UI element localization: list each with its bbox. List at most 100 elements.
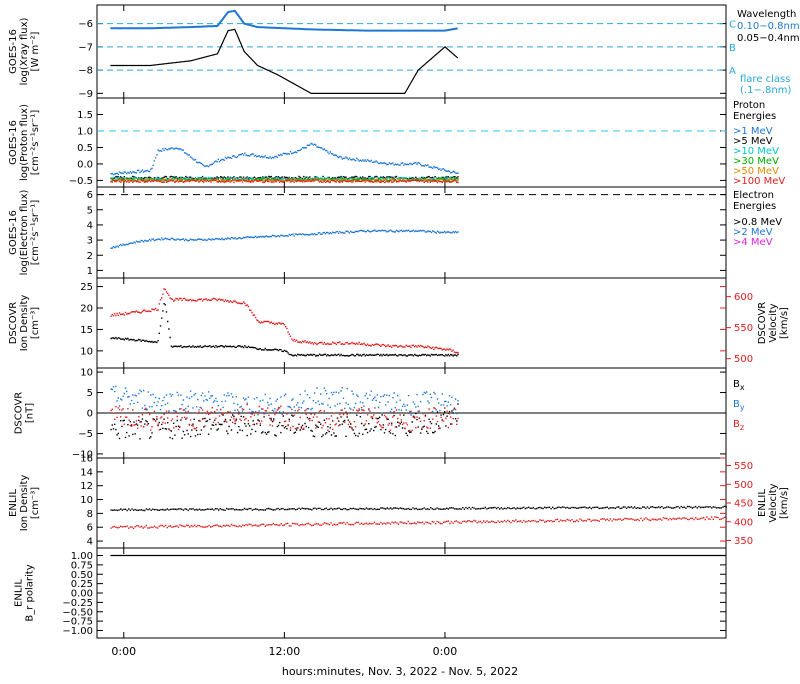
legend-entry: 0.10−0.8nm: [737, 21, 800, 32]
y-tick-label: 10: [80, 368, 93, 379]
y-tick-label: 12: [80, 481, 93, 492]
series--1-MeV: [110, 142, 459, 176]
series-points: [110, 142, 459, 176]
legend-entry: >10 MeV: [733, 146, 779, 157]
y-label-line: GOES-16: [8, 210, 19, 255]
y-tick-label: 0.5: [77, 143, 93, 154]
y-label-line: DSCOVR: [8, 302, 19, 345]
y-tick-label: 10: [80, 495, 93, 506]
y-tick-label: 0.0: [77, 159, 93, 170]
series-0-05-0-4nm: [110, 28, 459, 94]
y-tick-label-right: 500: [734, 354, 753, 365]
y-tick-label: 1.5: [77, 110, 93, 121]
y-tick-label: 8: [87, 509, 93, 520]
flare-class-label: B: [729, 43, 736, 54]
legend-entry: >30 MeV: [733, 156, 779, 167]
y-tick-label: 3: [87, 236, 93, 247]
series-Velocity: [110, 516, 727, 529]
y-label-line: log(Electron flux): [19, 190, 30, 276]
series-line: [110, 28, 459, 94]
series--100-MeV: [110, 179, 459, 184]
x-tick-label: 12:00: [269, 645, 301, 658]
y-axis-label: GOES-16 log(Electron flux) [cm⁻²s⁻¹sr⁻¹]: [8, 190, 41, 276]
y-tick-label: −10: [72, 449, 93, 460]
series-points: [110, 505, 727, 512]
y-tick-label: 10: [80, 346, 93, 357]
y-label-line: [cm⁻²s⁻¹sr⁻¹]: [30, 110, 41, 176]
y-tick-label: −9: [78, 89, 93, 100]
series-points: [110, 403, 459, 432]
y-label-line: Ion Density: [19, 295, 30, 352]
y-tick-label: −0.75: [62, 617, 93, 628]
y-axis-label: GOES-16 log(Xray flux) [W m⁻²]: [8, 18, 41, 86]
y-label-line: GOES-16: [8, 120, 19, 165]
flare-class-label: C: [729, 20, 736, 31]
y-tick-label: 0.25: [71, 579, 93, 590]
y-label-line: [cm⁻²s⁻¹sr⁻¹]: [30, 200, 41, 266]
y-tick-label: 14: [80, 467, 93, 478]
y-tick-label: 1.00: [71, 551, 93, 562]
y-tick-label: 0.50: [71, 570, 93, 581]
y-label-line: [cm⁻³]: [30, 307, 41, 339]
series--2-MeV: [110, 229, 459, 249]
y-tick-label: 5: [87, 388, 93, 399]
y-tick-label: 4: [87, 537, 93, 548]
y-label-line: [W m⁻²]: [30, 31, 41, 71]
panel-frame: [96, 97, 727, 188]
legend-entry: By: [733, 399, 745, 412]
y-tick-label: 15: [80, 325, 93, 336]
y-tick-label: −1.00: [62, 626, 93, 637]
y-tick-label: 1.0: [77, 126, 93, 137]
y-label-line: log(Proton flux): [19, 104, 30, 181]
y-label-right-line: DSCOVR: [757, 302, 768, 345]
series-Density: [110, 303, 459, 357]
y-label-right-line: Velocity: [768, 483, 779, 522]
y-axis-label: GOES-16 log(Proton flux) [cm⁻²s⁻¹sr⁻¹]: [8, 104, 41, 181]
y-tick-label: 1: [87, 266, 93, 277]
legend-entry: 0.05−0.4nm: [737, 33, 800, 44]
y-tick-label-right: 400: [734, 517, 753, 528]
y-tick-label: 5: [87, 205, 93, 216]
series-points: [110, 516, 727, 529]
y-tick-label: 6: [87, 190, 93, 201]
series-Density: [110, 505, 727, 512]
y-label-line: GOES-16: [8, 29, 19, 74]
y-tick-label: 0.75: [71, 560, 93, 571]
panel-frame: [96, 186, 727, 279]
x-axis-label: hours:minutes, Nov. 3, 2022 - Nov. 5, 20…: [282, 665, 518, 678]
x-tick-label: 0:00: [433, 645, 458, 658]
y-tick-label: 2: [87, 251, 93, 262]
y-tick-label: 25: [80, 282, 93, 293]
y-label-line: [nT]: [25, 403, 36, 423]
y-axis-label: DSCOVR [nT]: [14, 392, 36, 435]
series-points: [110, 385, 459, 416]
x-tick-label: 0:00: [111, 645, 136, 658]
y-tick-label-right: 500: [734, 480, 753, 491]
y-label-line: Ion Density: [19, 475, 30, 532]
y-tick-label-right: 550: [734, 323, 753, 334]
series-points: [110, 229, 459, 249]
series-points: [110, 303, 459, 357]
y-axis-label: ENLIL B_r polarity: [14, 564, 36, 621]
y-label-line: ENLIL: [14, 579, 25, 607]
y-axis-label: ENLIL Ion Density [cm⁻³]: [8, 475, 41, 532]
y-label-line: ENLIL: [8, 489, 19, 517]
series-points: [110, 179, 459, 184]
legend-title: Electron: [733, 190, 774, 201]
panel-frame: [96, 457, 727, 549]
y-label-line: log(Xray flux): [19, 18, 30, 86]
y-tick-label: 0: [87, 409, 93, 420]
legend-entry: >2 MeV: [733, 227, 773, 238]
legend-entry: >4 MeV: [733, 237, 773, 248]
y-tick-label: 0.00: [71, 589, 93, 600]
series-Bz: [110, 403, 459, 432]
legend-entry: >100 MeV: [733, 176, 785, 187]
y-label-right-line: ENLIL: [757, 489, 768, 517]
legend-note: (.1−.8nm): [740, 85, 791, 96]
y-axis-label-right: DSCOVR Velocity [km/s]: [757, 302, 790, 345]
y-axis-label-right: ENLIL Velocity [km/s]: [757, 483, 790, 522]
flare-class-label: A: [729, 66, 736, 77]
